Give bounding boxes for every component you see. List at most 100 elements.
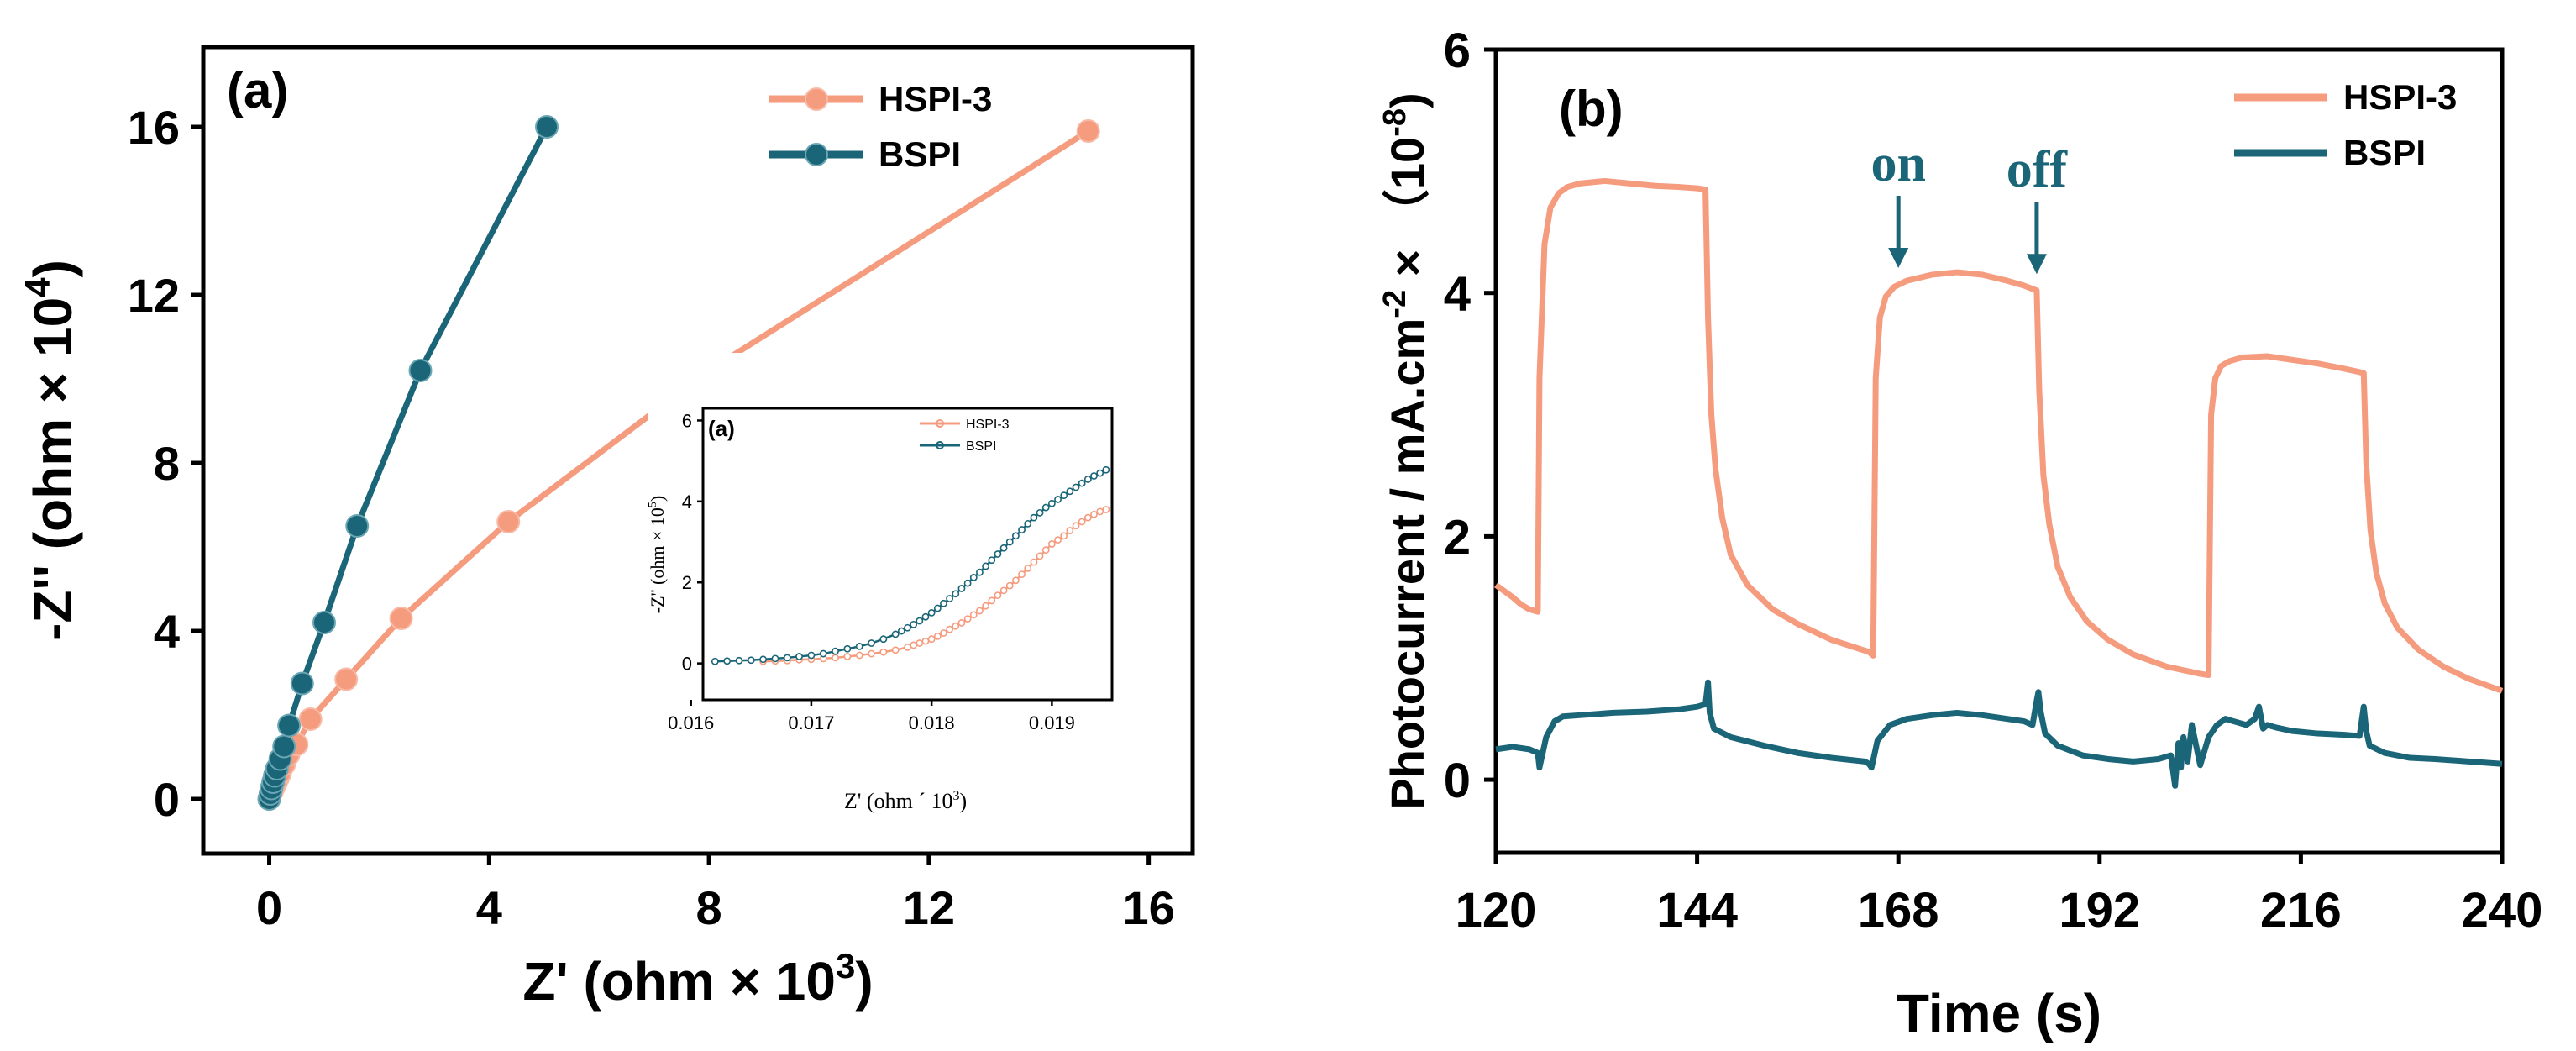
inset-point-bspi xyxy=(910,620,918,628)
inset-point-bspi xyxy=(711,657,719,665)
panel-a-x-ticks: 0 4 8 12 16 xyxy=(256,854,1175,934)
inset-point-bspi xyxy=(1102,465,1110,474)
inset-point-hspi-3 xyxy=(1047,540,1056,548)
annotation-label-off: off xyxy=(2007,141,2069,198)
inset-point-hspi-3 xyxy=(879,648,888,656)
panel-a-legend: HSPI-3 BSPI xyxy=(769,79,992,174)
panel-b-legend-entry-hspi-3: HSPI-3 xyxy=(2234,77,2457,117)
inset-point-hspi-3 xyxy=(952,622,960,630)
inset-point-hspi-3 xyxy=(1036,552,1044,560)
panel-b-y-axis-title: Photocurrent / mA.cm-2 × （10-8) xyxy=(1377,92,1434,809)
panel-a-plot-frame xyxy=(201,45,1195,856)
inset-point-bspi xyxy=(946,595,954,602)
inset-point-bspi xyxy=(723,657,732,665)
panel-a-x-tick-label: 16 xyxy=(1122,881,1174,934)
inset-point-bspi xyxy=(1036,508,1044,517)
legend-marker-hspi-3 xyxy=(805,87,828,111)
inset-point-bspi xyxy=(807,651,816,660)
panel-a-x-tick-label: 4 xyxy=(476,881,502,934)
inset-point-bspi xyxy=(982,562,990,570)
inset-point-hspi-3 xyxy=(1096,507,1104,516)
inset-point-hspi-3 xyxy=(927,635,936,644)
panel-b-y-tick-label: 4 xyxy=(1444,267,1471,322)
inset-x-tick-label: 0.016 xyxy=(668,712,714,733)
inset-y-axis-title: -Z'' (ohm × 105) xyxy=(647,496,668,613)
inset-point-bspi xyxy=(921,612,930,621)
inset-point-bspi xyxy=(916,617,924,625)
panel-a-point-bspi xyxy=(290,671,314,696)
inset-point-bspi xyxy=(927,608,936,617)
panel-b-x-ticks: 120 144 168 192 216 240 xyxy=(1456,853,2543,938)
inset-point-bspi xyxy=(795,653,803,660)
panel-b-legend-label-hspi-3: HSPI-3 xyxy=(2343,77,2457,117)
panel-b-legend-label-bspi: BSPI xyxy=(2343,133,2426,172)
inset-point-hspi-3 xyxy=(1072,522,1080,530)
panel-b-y-tick-label: 2 xyxy=(1444,510,1471,565)
inset-point-bspi xyxy=(1060,491,1068,500)
panel-a-point-hspi-3 xyxy=(334,667,359,691)
inset-point-hspi-3 xyxy=(855,651,863,660)
inset-point-bspi xyxy=(1066,487,1074,496)
inset-point-bspi xyxy=(969,574,978,581)
inset-point-bspi xyxy=(933,604,942,612)
panel-b-x-tick-label: 192 xyxy=(2059,883,2140,938)
inset-point-bspi xyxy=(904,623,911,632)
inset-point-bspi xyxy=(819,649,827,658)
inset-point-hspi-3 xyxy=(999,586,1008,595)
inset-point-hspi-3 xyxy=(1090,510,1098,518)
panel-a-point-hspi-3 xyxy=(1076,119,1100,143)
inset-point-bspi xyxy=(1030,513,1038,522)
inset-point-bspi xyxy=(832,647,839,655)
inset-point-bspi xyxy=(1072,483,1080,491)
inset-legend-marker-bspi xyxy=(936,441,944,449)
inset-point-bspi xyxy=(952,590,960,598)
panel-a-point-bspi xyxy=(272,734,296,759)
inset-y-tick-label: 6 xyxy=(682,410,692,431)
inset-legend-label-bspi: BSPI xyxy=(966,439,996,454)
inset-legend-label-hspi-3: HSPI-3 xyxy=(966,418,1010,432)
inset-point-bspi xyxy=(963,579,972,587)
inset-point-bspi xyxy=(735,656,743,665)
inset-point-bspi xyxy=(843,644,852,653)
panel-b-y-tick-label: 0 xyxy=(1444,754,1471,808)
inset-point-hspi-3 xyxy=(1012,576,1020,585)
legend-marker-bspi xyxy=(805,143,828,166)
panel-b-x-tick-label: 240 xyxy=(2462,883,2543,938)
inset-point-bspi xyxy=(771,654,779,663)
inset-point-hspi-3 xyxy=(1030,558,1038,566)
inset-point-hspi-3 xyxy=(1054,536,1062,544)
panel-a-y-tick-label: 16 xyxy=(128,101,180,154)
panel-b-y-tick-label: 6 xyxy=(1444,24,1471,78)
panel-b-legend: HSPI-3 BSPI xyxy=(2234,77,2457,172)
inset-plot-frame xyxy=(701,407,1114,702)
inset-plot: 0.016 0.017 0.018 0.019 0 2 4 6 (a) Z' (ohm ´ … xyxy=(647,353,1120,813)
inset-point-bspi xyxy=(1005,538,1014,546)
panel-a-point-hspi-3 xyxy=(389,607,413,630)
inset-point-bspi xyxy=(999,544,1008,552)
inset-point-bspi xyxy=(940,599,947,607)
inset-point-bspi xyxy=(1047,499,1056,507)
inset-x-axis-title: Z' (ohm ´ 103) xyxy=(844,789,967,813)
panel-a-point-bspi xyxy=(312,611,336,634)
panel-a-point-bspi xyxy=(345,514,370,538)
inset-point-bspi xyxy=(759,655,768,664)
panel-b-x-tick-label: 168 xyxy=(1858,883,1939,938)
inset-point-bspi xyxy=(957,585,966,592)
inset-point-bspi xyxy=(976,568,984,576)
inset-point-bspi xyxy=(855,642,863,650)
panel-a-line-bspi xyxy=(266,125,550,800)
panel-b-annotations: on off xyxy=(1870,135,2069,275)
panel-a-y-ticks: 0 4 8 12 16 xyxy=(128,101,203,826)
panel-b-photocurrent-plot: 120 144 168 192 216 240 0 2 4 6 (b) Time (s) Pho… xyxy=(1377,24,2542,1043)
inset-point-hspi-3 xyxy=(1066,527,1074,534)
inset-point-bspi xyxy=(994,550,1002,558)
panel-a-point-bspi xyxy=(408,359,433,382)
inset-x-ticks: 0.016 0.017 0.018 0.019 xyxy=(668,700,1075,733)
panel-b-x-tick-label: 216 xyxy=(2260,883,2342,938)
legend-entry-bspi: BSPI xyxy=(769,134,961,174)
legend-label-bspi: BSPI xyxy=(879,134,961,174)
inset-point-hspi-3 xyxy=(963,615,972,623)
panel-a-x-tick-label: 12 xyxy=(903,881,955,934)
inset-point-hspi-3 xyxy=(868,649,875,658)
panel-a-point-bspi xyxy=(535,115,559,139)
